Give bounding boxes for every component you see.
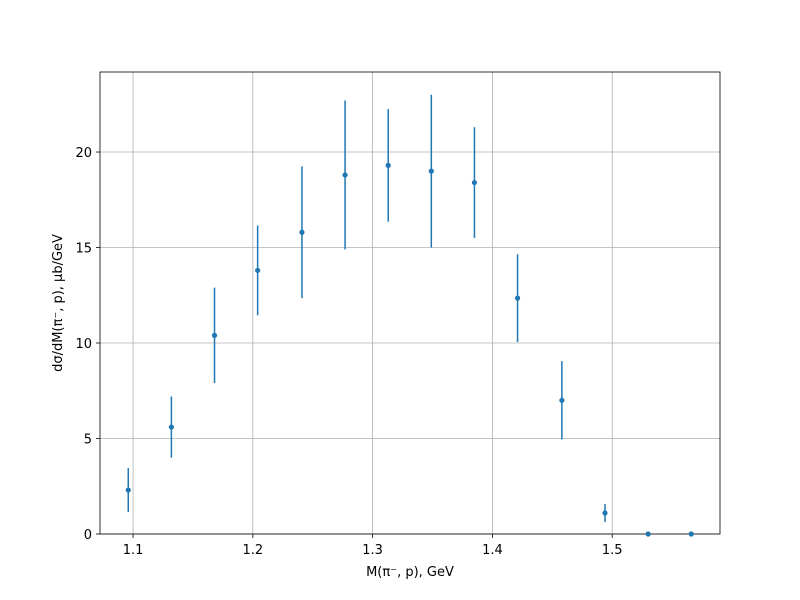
data-point [385, 162, 391, 168]
x-tick-label: 1.1 [123, 543, 144, 558]
data-point [559, 397, 565, 403]
x-tick-label: 1.4 [482, 543, 503, 558]
y-tick-label: 0 [84, 528, 92, 543]
data-point [428, 168, 434, 174]
data-point [168, 424, 174, 430]
data-point [299, 229, 305, 235]
y-axis-label: dσ/dM(π⁻, p), μb/GeV [51, 234, 66, 372]
x-tick-label: 1.2 [243, 543, 264, 558]
data-point [342, 172, 348, 178]
data-point [471, 179, 478, 186]
data-point [645, 531, 651, 537]
y-tick-label: 5 [84, 433, 92, 448]
x-tick-label: 1.5 [602, 543, 623, 558]
data-point [514, 295, 521, 301]
x-tick-label: 1.3 [362, 543, 383, 558]
data-point [255, 267, 261, 274]
data-point [211, 332, 218, 338]
data-point [688, 531, 694, 537]
x-axis-label: M(π⁻, p), GeV [366, 565, 454, 580]
data-point [125, 487, 131, 493]
y-tick-label: 15 [75, 242, 92, 257]
y-tick-label: 10 [75, 337, 92, 352]
plot-frame [99, 71, 721, 535]
data-point [602, 510, 608, 516]
y-tick-label: 20 [75, 146, 92, 161]
